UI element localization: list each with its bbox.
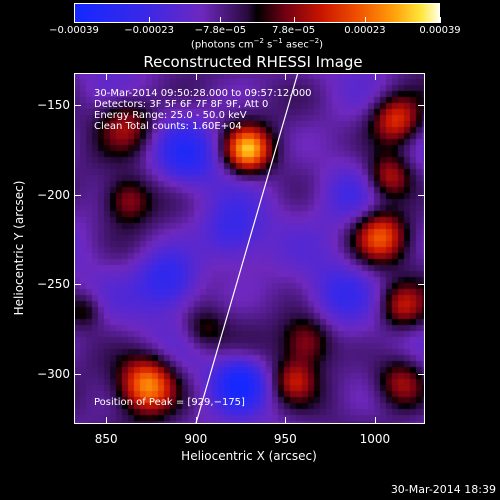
colorbar-tick-label: 0.00023: [344, 25, 386, 36]
info-clean-counts: Clean Total counts: 1.60E+04: [94, 121, 242, 132]
y-tick-mark: [74, 105, 81, 107]
x-axis-label: Heliocentric X (arcsec): [181, 449, 317, 463]
colorbar-frame: [74, 3, 440, 23]
y-tick-label: −200: [37, 187, 70, 202]
colorbar-tick-label: −0.00039: [49, 25, 99, 36]
colorbar-tick-mark: [364, 17, 366, 23]
y-axis-label: Heliocentric Y (arcsec): [12, 180, 26, 316]
y-tick-mark: [418, 373, 425, 375]
y-tick-mark: [418, 284, 425, 286]
y-tick-mark: [74, 373, 81, 375]
x-tick-mark: [106, 73, 108, 80]
y-tick-label: −250: [37, 277, 70, 292]
colorbar-tick-mark: [149, 17, 151, 23]
x-tick-mark: [195, 73, 197, 80]
y-tick-mark: [418, 194, 425, 196]
y-tick-mark: [74, 284, 81, 286]
colorbar-tick-mark: [293, 17, 295, 23]
colorbar-tick-label: 0.00039: [419, 25, 461, 36]
colorbar-tick-label: −0.00023: [124, 25, 174, 36]
x-tick-mark: [374, 73, 376, 80]
chart-title: Reconstructed RHESSI Image: [143, 53, 363, 71]
colorbar-tick-label: −7.8e−05: [194, 25, 247, 36]
peak-position-label: Position of Peak = [929,−175]: [94, 397, 245, 408]
y-tick-mark: [74, 194, 81, 196]
x-tick-mark: [195, 417, 197, 424]
colorbar: [74, 3, 440, 23]
x-tick-label: 950: [273, 432, 297, 446]
y-tick-label: −300: [37, 366, 70, 381]
info-energy-range: Energy Range: 25.0 - 50.0 keV: [94, 110, 247, 121]
heatmap-image: [74, 73, 425, 424]
colorbar-tick-mark: [74, 17, 75, 23]
colorbar-tick-mark: [220, 17, 222, 23]
y-tick-mark: [418, 105, 425, 107]
x-tick-mark: [285, 73, 287, 80]
limb-line: [195, 73, 299, 424]
x-tick-label: 900: [184, 432, 208, 446]
x-tick-mark: [106, 417, 108, 424]
x-tick-mark: [374, 417, 376, 424]
x-tick-label: 1000: [359, 432, 391, 446]
limb-line-layer: [195, 73, 299, 424]
x-tick-label: 850: [94, 432, 118, 446]
colorbar-tick-mark: [440, 17, 441, 23]
footer-date: 30-Mar-2014 18:39: [390, 483, 496, 496]
info-time-range: 30-Mar-2014 09:50:28.000 to 09:57:12.000: [94, 88, 312, 99]
y-tick-label: −150: [37, 98, 70, 113]
info-detectors: Detectors: 3F 5F 6F 7F 8F 9F, Att 0: [94, 99, 269, 110]
x-tick-mark: [285, 417, 287, 424]
colorbar-unit-label: (photons cm−2 s−1 asec−2): [190, 37, 324, 51]
colorbar-tick-label: 7.8e−05: [272, 25, 316, 36]
